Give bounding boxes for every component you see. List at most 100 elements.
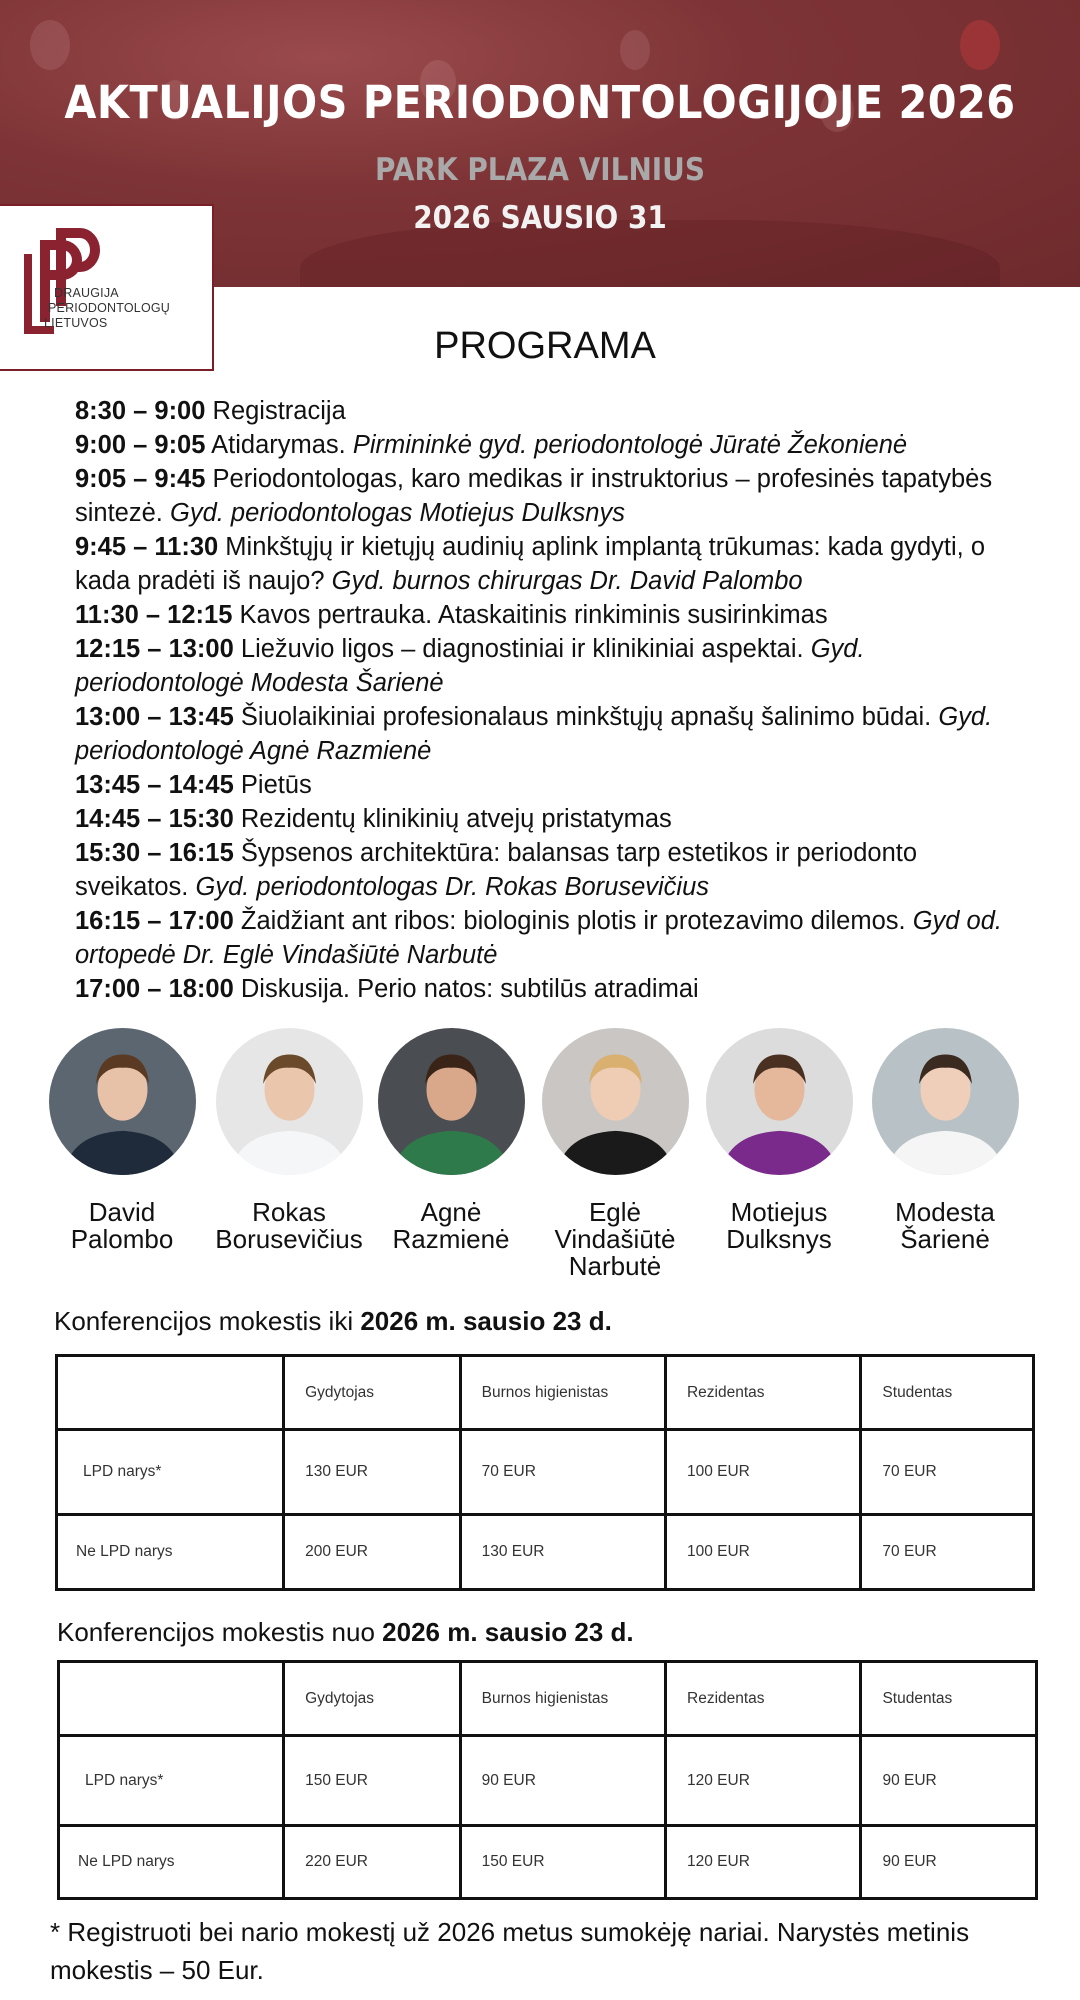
program-topic: Liežuvio ligos – diagnostiniai ir klinik… bbox=[240, 635, 804, 663]
speaker-card: David Palombo bbox=[22, 1028, 222, 1253]
speaker-card: Agnė Razmienė bbox=[351, 1028, 551, 1253]
speaker-last-name: Borusevičius bbox=[215, 1224, 363, 1254]
speaker-card: Motiejus Dulksnys bbox=[679, 1028, 879, 1253]
fee-cell: 70 EUR bbox=[859, 1428, 1035, 1516]
program-item: 9:45 – 11:30 Minkštųjų ir kietųjų audini… bbox=[75, 530, 1035, 598]
fee-cell: 100 EUR bbox=[663, 1428, 863, 1516]
speaker-first-name: Agnė bbox=[420, 1197, 482, 1227]
program-topic: Žaidžiant ant ribos: biologinis plotis i… bbox=[240, 907, 906, 935]
column-header: Gydytojas bbox=[282, 1354, 462, 1431]
speaker-first-name: Rokas bbox=[252, 1197, 326, 1227]
program-time: 15:30 – 16:15 bbox=[75, 839, 234, 867]
column-header: Gydytojas bbox=[282, 1660, 462, 1737]
speaker-first-name: Modesta bbox=[895, 1197, 995, 1227]
fee-header-row: Gydytojas Burnos higienistas Rezidentas Stu… bbox=[54, 1354, 1035, 1431]
program-time: 9:05 – 9:45 bbox=[75, 465, 206, 493]
fee-row: LPD narys* 150 EUR 90 EUR 120 EUR 90 EUR bbox=[56, 1734, 1038, 1827]
program-topic: Kavos pertrauka. Ataskaitinis rinkiminis… bbox=[239, 601, 828, 629]
column-header bbox=[54, 1354, 286, 1431]
row-label: Ne LPD narys bbox=[56, 1824, 286, 1900]
program-time: 13:45 – 14:45 bbox=[75, 771, 234, 799]
program-topic: Šiuolaikiniai profesionalaus minkštųjų a… bbox=[240, 703, 932, 731]
row-label: LPD narys* bbox=[56, 1734, 286, 1827]
program-time: 13:00 – 13:45 bbox=[75, 703, 234, 731]
program-topic: Šypsenos architektūra: balansas tarp est… bbox=[75, 839, 918, 901]
fee-table-late: Gydytojas Burnos higienistas Rezidentas Stu… bbox=[56, 1660, 1038, 1900]
lpd-logo: DRAUGIJA PERIODONTOLOGŲ LIETUVOS bbox=[0, 204, 214, 371]
speaker-photo bbox=[215, 1028, 363, 1175]
program-time: 9:45 – 11:30 bbox=[75, 533, 219, 561]
program-time: 12:15 – 13:00 bbox=[75, 635, 234, 663]
fee-header-row: Gydytojas Burnos higienistas Rezidentas Stu… bbox=[56, 1660, 1038, 1737]
event-title: AKTUALIJOS PERIODONTOLOGIJOJE 2026 bbox=[64, 76, 1016, 129]
program-item: 8:30 – 9:00 Registracija bbox=[75, 394, 1035, 428]
column-header: Rezidentas bbox=[663, 1660, 863, 1737]
fee-cell: 90 EUR bbox=[859, 1824, 1038, 1900]
speaker-card: Modesta Šarienė bbox=[845, 1028, 1045, 1253]
fee-cell: 130 EUR bbox=[282, 1428, 462, 1516]
event-venue: PARK PLAZA VILNIUS bbox=[375, 152, 705, 188]
speaker-last-name: Dulksnys bbox=[726, 1224, 832, 1254]
column-header: Burnos higienistas bbox=[458, 1354, 667, 1431]
program-item: 9:05 – 9:45 Periodontologas, karo medika… bbox=[75, 462, 1035, 530]
program-heading: PROGRAMA bbox=[434, 325, 656, 367]
row-label: Ne LPD narys bbox=[54, 1513, 286, 1591]
fee-row: LPD narys* 130 EUR 70 EUR 100 EUR 70 EUR bbox=[54, 1428, 1035, 1516]
speaker-last-name-2: Narbutė bbox=[568, 1251, 662, 1281]
fee-cell: 90 EUR bbox=[859, 1734, 1038, 1827]
fee-cell: 130 EUR bbox=[458, 1513, 667, 1591]
program-time: 16:15 – 17:00 bbox=[75, 907, 234, 935]
fee-title-date: 2026 m. sausio 23 d. bbox=[360, 1306, 612, 1336]
program-topic: Minkštųjų ir kietųjų audinių aplink impl… bbox=[75, 533, 986, 595]
program-item: 16:15 – 17:00 Žaidžiant ant ribos: biolo… bbox=[75, 904, 1035, 972]
fee-cell: 150 EUR bbox=[282, 1734, 462, 1827]
program-topic: Pietūs bbox=[240, 771, 312, 799]
logo-line: LIETUVOS bbox=[44, 316, 108, 330]
program-item: 13:00 – 13:45 Šiuolaikiniai profesionala… bbox=[75, 700, 1035, 768]
program-topic: Periodontologas, karo medikas ir instruk… bbox=[75, 465, 993, 527]
column-header: Burnos higienistas bbox=[458, 1660, 668, 1737]
program-topic: Registracija bbox=[212, 397, 346, 425]
program-speaker: Gyd. burnos chirurgas Dr. David Palombo bbox=[331, 567, 803, 595]
footnote: * Registruoti bei nario mokestį už 2026 … bbox=[50, 1917, 970, 1985]
speaker-photo bbox=[541, 1028, 689, 1175]
lpd-logo-mark bbox=[24, 228, 100, 334]
fee-row: Ne LPD narys 220 EUR 150 EUR 120 EUR 90 EUR bbox=[56, 1824, 1038, 1900]
program-time: 11:30 – 12:15 bbox=[75, 601, 233, 629]
speaker-photo bbox=[705, 1028, 853, 1175]
fee-cell: 70 EUR bbox=[458, 1428, 667, 1516]
program-speaker: Gyd od. ortopedė Dr. Eglė Vindašiūtė Nar… bbox=[75, 907, 1003, 969]
speaker-first-name: David bbox=[88, 1197, 156, 1227]
fee-title-late: Konferencijos mokestis nuo 2026 m. sausi… bbox=[57, 1617, 634, 1648]
column-header: Rezidentas bbox=[663, 1354, 863, 1431]
speaker-last-name: Razmienė bbox=[392, 1224, 510, 1254]
program-item: 17:00 – 18:00 Diskusija. Perio natos: su… bbox=[75, 972, 1035, 1006]
program-speaker: Gyd. periodontologė Modesta Šarienė bbox=[75, 635, 865, 697]
program-speaker: Gyd. periodontologas Motiejus Dulksnys bbox=[169, 499, 625, 527]
speaker-card: Eglė Vindašiūtė Narbutė bbox=[515, 1028, 715, 1280]
speaker-last-name: Šarienė bbox=[900, 1224, 990, 1254]
program-time: 9:00 – 9:05 bbox=[75, 431, 206, 459]
program-time: 14:45 – 15:30 bbox=[75, 805, 234, 833]
program-item: 11:30 – 12:15 Kavos pertrauka. Ataskaiti… bbox=[75, 598, 1035, 632]
speakers-row: David Palombo Rokas Borusevičius Agnė Razmi… bbox=[0, 1028, 1080, 1288]
fee-cell: 120 EUR bbox=[663, 1734, 863, 1827]
program-item: 13:45 – 14:45 Pietūs bbox=[75, 768, 1035, 802]
speaker-last-name: Vindašiūtė bbox=[554, 1224, 676, 1254]
column-header: Studentas bbox=[859, 1660, 1038, 1737]
fee-cell: 70 EUR bbox=[859, 1513, 1035, 1591]
speaker-photo bbox=[48, 1028, 196, 1175]
program-speaker: Gyd. periodontologas Dr. Rokas Borusevič… bbox=[195, 873, 710, 901]
fee-cell: 150 EUR bbox=[458, 1824, 668, 1900]
fee-title-prefix: Konferencijos mokestis nuo bbox=[57, 1617, 383, 1647]
program-topic: Diskusija. Perio natos: subtilūs atradim… bbox=[240, 975, 699, 1003]
fee-title-early: Konferencijos mokestis iki 2026 m. sausi… bbox=[54, 1306, 612, 1337]
program-item: 15:30 – 16:15 Šypsenos architektūra: bal… bbox=[75, 836, 1035, 904]
speaker-card: Rokas Borusevičius bbox=[189, 1028, 389, 1253]
fee-cell: 90 EUR bbox=[458, 1734, 668, 1827]
speaker-first-name: Motiejus bbox=[730, 1197, 828, 1227]
program-topic: Atidarymas. bbox=[211, 431, 346, 459]
fee-cell: 100 EUR bbox=[663, 1513, 863, 1591]
column-header bbox=[56, 1660, 286, 1737]
speaker-photo bbox=[377, 1028, 525, 1175]
